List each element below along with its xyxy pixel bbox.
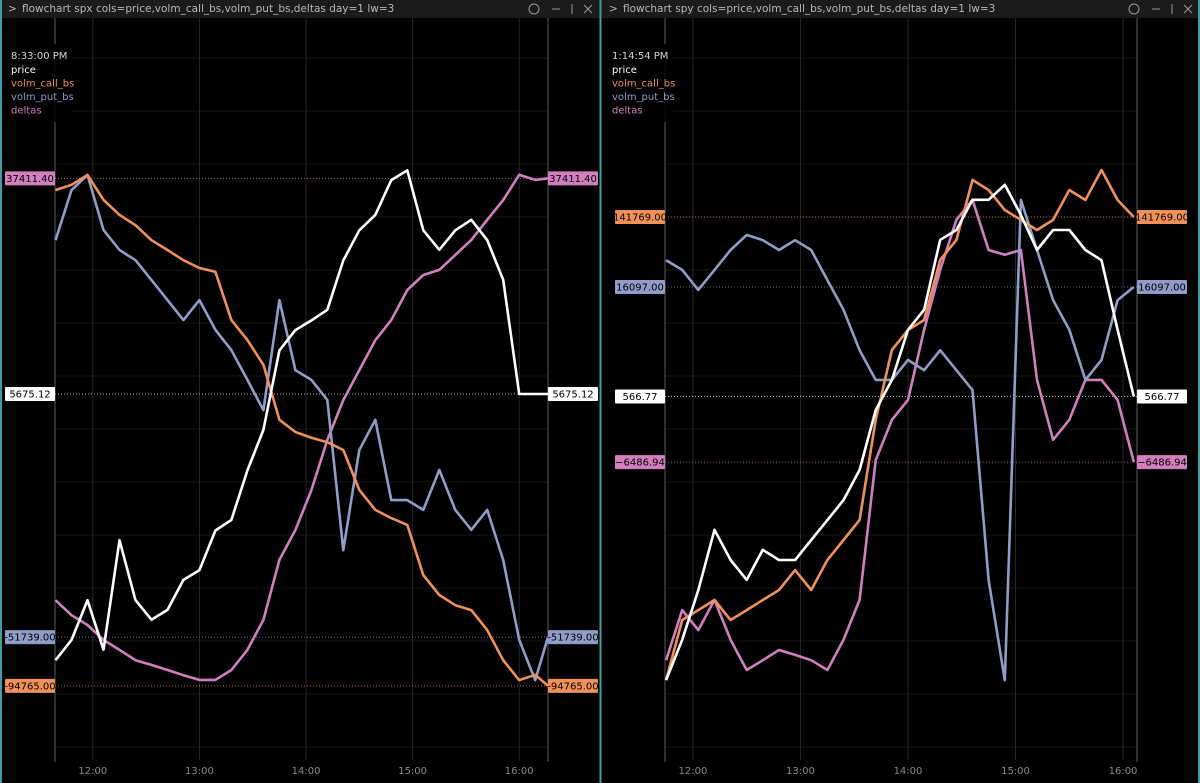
value-tag bbox=[615, 210, 665, 225]
legend-timestamp: 8:33:00 PM bbox=[11, 51, 67, 62]
legend-entry: volm_put_bs bbox=[11, 92, 74, 103]
value-tag bbox=[5, 678, 55, 693]
value-tag-label: -94765.00 bbox=[4, 681, 55, 692]
value-tag-label: -51739.00 bbox=[4, 633, 55, 644]
close-icon[interactable] bbox=[1183, 4, 1193, 14]
series-line bbox=[54, 173, 550, 682]
settings-icon[interactable] bbox=[528, 3, 540, 15]
value-tag bbox=[1137, 455, 1187, 470]
value-tag bbox=[548, 678, 598, 693]
value-tag-label: 141769.00 bbox=[1135, 213, 1189, 224]
window-controls bbox=[528, 3, 1193, 15]
legend-entry: deltas bbox=[612, 106, 643, 117]
value-tag bbox=[5, 630, 55, 645]
value-tag-label: 16097.00 bbox=[616, 282, 664, 293]
value-tag bbox=[615, 455, 665, 470]
series-line bbox=[55, 173, 549, 687]
legend-timestamp: 1:14:54 PM bbox=[612, 51, 668, 62]
x-tick-label: 12:00 bbox=[679, 766, 708, 777]
legend-entry: volm_put_bs bbox=[612, 92, 675, 103]
legend-entry: price bbox=[11, 65, 36, 76]
value-tag-label: −6486.94 bbox=[1137, 458, 1187, 469]
value-tag bbox=[548, 387, 598, 402]
x-tick-label: 15:00 bbox=[1001, 766, 1030, 777]
value-tag-label: 37411.40 bbox=[6, 174, 54, 185]
header-bar bbox=[0, 0, 600, 18]
value-tag-label: 5675.12 bbox=[9, 390, 50, 401]
value-tag-label: -94765.00 bbox=[547, 681, 598, 692]
header-title: flowchart spx cols=price,volm_call_bs,vo… bbox=[22, 3, 394, 15]
value-tag-label: 566.77 bbox=[623, 392, 658, 403]
value-tag bbox=[5, 387, 55, 402]
legend-box bbox=[6, 44, 72, 122]
value-tag-label: 141769.00 bbox=[613, 213, 667, 224]
legend-entry: volm_call_bs bbox=[612, 79, 675, 90]
value-tag bbox=[1137, 279, 1187, 294]
legend-entry: volm_call_bs bbox=[11, 79, 74, 90]
value-tag-label: 5675.12 bbox=[552, 390, 593, 401]
series-line bbox=[54, 173, 549, 682]
series-line bbox=[664, 198, 1136, 672]
x-tick-label: 13:00 bbox=[786, 766, 815, 777]
value-tag bbox=[548, 630, 598, 645]
x-tick-label: 12:00 bbox=[78, 766, 107, 777]
series-line bbox=[664, 168, 1135, 681]
series-line bbox=[54, 169, 548, 662]
x-tick-label: 14:00 bbox=[292, 766, 321, 777]
chevron-icon[interactable]: > bbox=[609, 3, 618, 15]
x-tick-label: 16:00 bbox=[1109, 766, 1138, 777]
value-tag-label: −6486.94 bbox=[615, 458, 665, 469]
x-tick-label: 13:00 bbox=[185, 766, 214, 777]
x-tick-label: 16:00 bbox=[505, 766, 534, 777]
value-tag-label: 566.77 bbox=[1145, 392, 1180, 403]
value-tag-label: -51739.00 bbox=[547, 633, 598, 644]
legend-entry: price bbox=[612, 65, 637, 76]
value-tag bbox=[615, 389, 665, 404]
chevron-icon[interactable]: > bbox=[8, 3, 17, 15]
header-bar bbox=[601, 0, 1200, 18]
header-title: flowchart spy cols=price,volm_call_bs,vo… bbox=[623, 3, 995, 15]
series-line bbox=[665, 198, 1135, 682]
value-tag bbox=[548, 171, 598, 186]
close-icon[interactable] bbox=[583, 4, 593, 14]
legend-entry: deltas bbox=[11, 106, 42, 117]
value-tag bbox=[1137, 389, 1187, 404]
x-tick-label: 14:00 bbox=[894, 766, 923, 777]
value-tag bbox=[1137, 210, 1187, 225]
x-tick-label: 15:00 bbox=[398, 766, 427, 777]
series-line bbox=[664, 183, 1136, 681]
value-tag bbox=[5, 171, 55, 186]
value-tag-label: 16097.00 bbox=[1138, 282, 1186, 293]
settings-icon[interactable] bbox=[1128, 3, 1140, 15]
legend-box bbox=[607, 44, 673, 122]
value-tag-label: 37411.40 bbox=[549, 174, 597, 185]
value-tag bbox=[615, 279, 665, 294]
